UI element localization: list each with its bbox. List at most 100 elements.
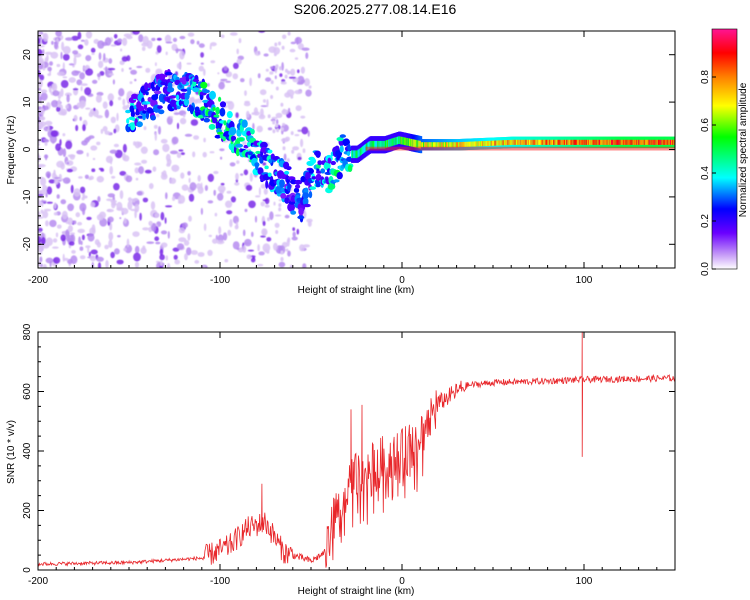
spectrogram-noise-blob (226, 190, 232, 194)
spectrogram-noise-blob (57, 99, 61, 108)
spectrogram-noise-blob (273, 201, 276, 206)
spectrogram-ridge-blob (315, 183, 321, 188)
spectrogram-noise-blob (45, 220, 49, 227)
spectrogram-noise-blob (96, 256, 104, 262)
spectrogram-noise-blob (90, 202, 96, 208)
spectrogram-noise-blob (292, 227, 296, 232)
spectrogram-noise-blob (122, 105, 128, 111)
snr-y-tick-label: 600 (22, 383, 33, 400)
spectrogram-noise-blob (180, 172, 185, 179)
spectrogram-noise-blob (269, 71, 274, 75)
spectrogram-noise-blob (56, 194, 60, 199)
spectrogram-noise-blob (73, 188, 81, 197)
spectrogram-ridge-blob (237, 137, 245, 142)
spectrogram-noise-blob (107, 216, 114, 223)
spectrogram-ridge-blob (287, 183, 291, 192)
spectrogram-ridge-blob (208, 123, 216, 130)
spectrogram-noise-blob (45, 171, 51, 178)
spectrogram-noise-blob (86, 216, 92, 221)
spectrogram-noise-blob (266, 237, 272, 242)
spectrogram-noise-blob (186, 247, 192, 256)
spectrogram-noise-blob (171, 136, 179, 145)
spectrogram-noise-blob (134, 203, 140, 213)
spectrogram-noise-blob (53, 212, 58, 216)
spectrogram-noise-blob (60, 51, 63, 60)
spectrogram-ridge-blob (212, 107, 216, 111)
spectrogram-noise-blob (137, 141, 143, 147)
spectrogram-noise-blob (109, 149, 118, 154)
spectrogram-noise-blob (174, 259, 180, 265)
spectrogram-ridge-blob (290, 210, 297, 215)
spectrogram-noise-blob (104, 130, 111, 135)
spectrogram-noise-blob (202, 265, 206, 268)
spectrogram-noise-blob (204, 185, 208, 191)
spectrogram-noise-blob (40, 92, 48, 101)
spectrogram-noise-blob (53, 169, 56, 176)
spectrogram-noise-blob (95, 94, 102, 103)
spectrogram-noise-blob (301, 47, 310, 51)
spectrogram-noise-blob (165, 51, 168, 56)
spectrogram-noise-blob (274, 75, 277, 80)
spectrogram-noise-blob (263, 188, 268, 195)
spectrogram-noise-blob (176, 122, 180, 130)
spectrogram-noise-blob (138, 34, 144, 43)
spectrogram-noise-blob (259, 89, 267, 96)
spectrogram-noise-blob (117, 38, 123, 43)
snr-y-tick-label: 200 (22, 502, 33, 519)
spectrogram-noise-blob (244, 208, 248, 213)
spectrogram-noise-blob (39, 108, 45, 116)
spectrogram-noise-blob (72, 50, 79, 55)
snr-plot-area (38, 332, 675, 570)
spectrogram-ridge-blob (260, 141, 268, 149)
spectrogram-noise-blob (62, 62, 65, 71)
spectrogram-noise-blob (166, 263, 171, 268)
spectrogram-ridge-blob (339, 145, 344, 153)
spectrogram-noise-blob (62, 177, 71, 184)
spectrogram-noise-blob (107, 208, 112, 212)
spectrogram-noise-blob (165, 192, 168, 200)
spectrogram-ridge-blob (158, 73, 166, 81)
spectrogram-noise-blob (218, 226, 222, 235)
chart-title: S206.2025.277.08.14.E16 (294, 1, 457, 17)
spectrogram-noise-blob (292, 231, 296, 238)
spectrogram-noise-blob (124, 244, 133, 254)
spectrogram-noise-blob (276, 119, 279, 125)
snr-axes: -200 -100 0 100 0 200 400 600 800 (22, 323, 676, 587)
spectrogram-noise-blob (38, 230, 42, 234)
spectrogram-ridge-blob (167, 82, 173, 90)
spectrogram-ridge-blob (153, 90, 162, 95)
spectrogram-noise-blob (169, 177, 177, 184)
spectrogram-noise-blob (217, 193, 224, 201)
spectrogram-noise-blob (262, 162, 267, 166)
spectrogram-noise-blob (44, 139, 50, 143)
spectrogram-noise-blob (96, 241, 101, 248)
spectrogram-noise-blob (68, 63, 75, 66)
spectrogram-noise-blob (56, 106, 61, 112)
spectrogram-noise-blob (255, 195, 261, 198)
spectrogram-noise-blob (50, 130, 59, 138)
spectrogram-noise-blob (272, 120, 276, 125)
spectrogram-y-label: Frequency (Hz) (6, 116, 17, 185)
spectrogram-noise-blob (246, 254, 252, 260)
spectrogram-noise-blob (258, 251, 265, 256)
spectrogram-noise-blob (55, 31, 62, 37)
spectrogram-noise-blob (145, 67, 151, 73)
spectrogram-noise-blob (91, 52, 95, 55)
spectrogram-noise-blob (289, 264, 293, 268)
spectrogram-noise-blob (141, 159, 148, 164)
spectrogram-noise-blob (55, 143, 61, 151)
spectrogram-noise-blob (103, 53, 106, 61)
spectrogram-noise-blob (89, 175, 94, 180)
spectrogram-noise-blob (238, 38, 242, 44)
spectrogram-noise-blob (108, 239, 113, 248)
spectrogram-noise-blob (65, 37, 73, 41)
colorbar-gradient (711, 28, 738, 270)
spectrogram-ridge-blob (147, 108, 155, 114)
spectrogram-noise-blob (254, 50, 261, 56)
spectrogram-ridge-blob (308, 168, 314, 174)
spectrogram-noise-blob (68, 77, 76, 83)
spectrogram-noise-blob (133, 141, 137, 146)
spectrogram-noise-blob (290, 94, 294, 99)
spectrogram-noise-blob (54, 41, 58, 50)
spectrogram-noise-blob (121, 68, 124, 72)
